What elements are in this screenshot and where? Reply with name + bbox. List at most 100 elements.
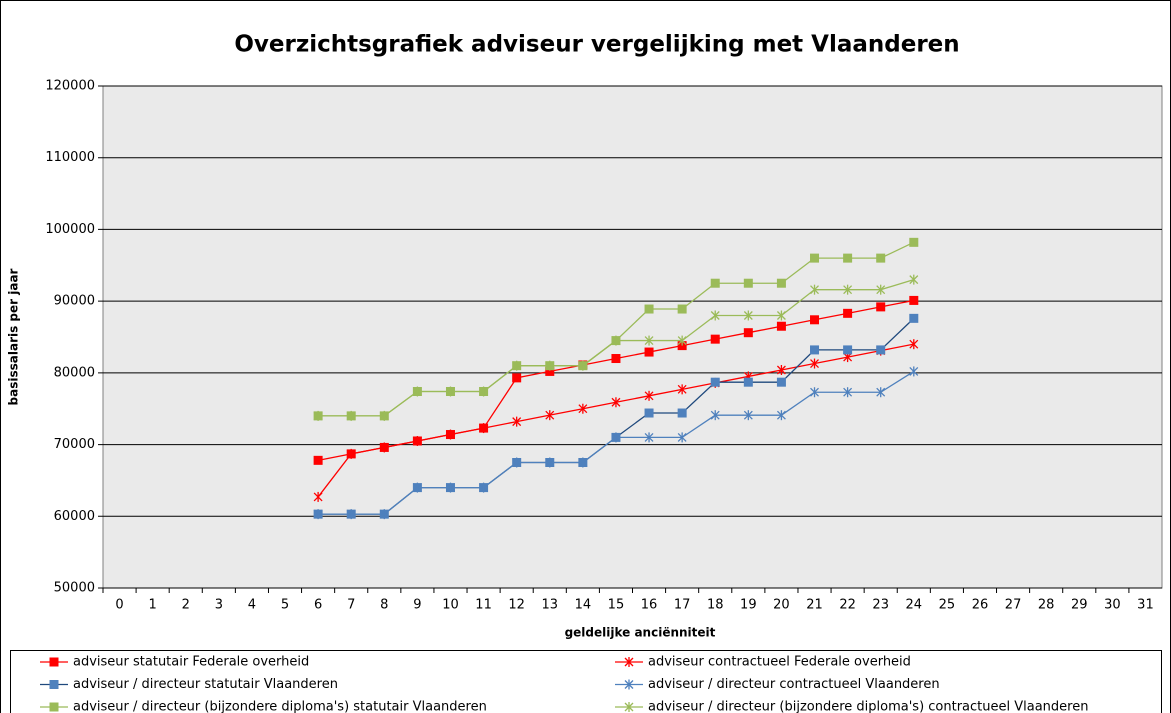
marker (677, 304, 687, 314)
marker (876, 253, 886, 263)
marker (313, 491, 323, 502)
marker (624, 679, 634, 690)
marker (876, 284, 886, 295)
marker (743, 410, 753, 421)
x-tick-label: 17 (674, 598, 691, 613)
y-tick-label: 120000 (45, 79, 95, 94)
marker (346, 410, 356, 421)
x-tick-label: 22 (839, 598, 856, 613)
marker (677, 432, 687, 443)
marker (909, 339, 919, 350)
x-tick-label: 12 (508, 598, 525, 613)
x-tick-label: 30 (1104, 598, 1121, 613)
marker (677, 384, 687, 395)
marker (743, 310, 753, 321)
marker (545, 457, 555, 468)
marker (313, 410, 323, 421)
x-tick-label: 13 (541, 598, 558, 613)
marker (909, 313, 919, 323)
marker (379, 442, 389, 453)
marker (710, 278, 720, 288)
marker (776, 364, 786, 375)
x-tick-label: 26 (972, 598, 989, 613)
legend-label: adviseur / directeur (bijzondere diploma… (73, 700, 487, 713)
marker (313, 455, 323, 465)
marker (379, 410, 389, 421)
plot-area (102, 85, 1163, 589)
x-tick-label: 9 (413, 598, 421, 613)
marker (644, 408, 654, 418)
marker (677, 341, 687, 351)
marker (446, 482, 455, 493)
marker (512, 373, 522, 383)
marker (743, 278, 753, 288)
marker (710, 410, 720, 421)
marker (710, 334, 720, 344)
marker (776, 278, 786, 288)
marker (909, 237, 919, 247)
marker (810, 315, 820, 325)
marker (611, 335, 621, 346)
marker (843, 345, 853, 355)
marker (545, 360, 555, 371)
marker (578, 457, 588, 468)
x-tick-label: 10 (442, 598, 459, 613)
marker (412, 482, 422, 493)
marker (49, 680, 59, 689)
marker (578, 403, 588, 414)
marker (909, 274, 919, 285)
x-tick-label: 2 (182, 598, 190, 613)
x-tick-label: 4 (248, 598, 256, 613)
marker (346, 509, 356, 520)
marker (810, 284, 819, 295)
x-tick-label: 14 (575, 598, 592, 613)
x-tick-label: 28 (1038, 598, 1055, 613)
y-tick-label: 80000 (54, 365, 95, 380)
marker (412, 435, 422, 446)
x-axis-title: geldelijke anciënniteit (565, 626, 716, 640)
marker (644, 390, 654, 401)
marker (512, 360, 522, 371)
marker (677, 408, 687, 418)
marker (843, 253, 853, 263)
x-tick-label: 31 (1137, 598, 1154, 613)
x-tick-label: 3 (215, 598, 223, 613)
marker (479, 386, 489, 397)
marker (346, 448, 356, 459)
marker (710, 377, 720, 387)
x-tick-label: 8 (380, 598, 388, 613)
x-tick-label: 19 (740, 598, 757, 613)
marker (512, 457, 522, 468)
marker (843, 308, 853, 318)
marker (909, 295, 919, 305)
marker (545, 410, 555, 421)
marker (446, 429, 455, 440)
legend-label: adviseur contractueel Federale overheid (648, 655, 911, 670)
x-tick-label: 23 (872, 598, 889, 613)
marker (611, 432, 621, 443)
x-tick-label: 20 (773, 598, 790, 613)
x-tick-label: 16 (641, 598, 658, 613)
marker (909, 366, 919, 377)
x-tick-label: 21 (806, 598, 823, 613)
x-tick-label: 11 (475, 598, 492, 613)
marker (479, 482, 489, 493)
marker (644, 335, 654, 346)
marker (49, 702, 59, 712)
marker (810, 387, 819, 398)
marker (710, 310, 720, 321)
x-tick-label: 29 (1071, 598, 1088, 613)
marker (611, 354, 621, 364)
legend-label: adviseur / directeur (bijzondere diploma… (648, 700, 1088, 713)
x-tick-label: 6 (314, 598, 322, 613)
legend-box (10, 650, 1162, 713)
x-tick-label: 18 (707, 598, 724, 613)
marker (578, 360, 588, 371)
marker (677, 335, 687, 346)
marker (379, 509, 389, 520)
y-tick-label: 50000 (54, 581, 95, 596)
marker (776, 310, 786, 321)
marker (644, 347, 654, 357)
marker (611, 397, 621, 408)
